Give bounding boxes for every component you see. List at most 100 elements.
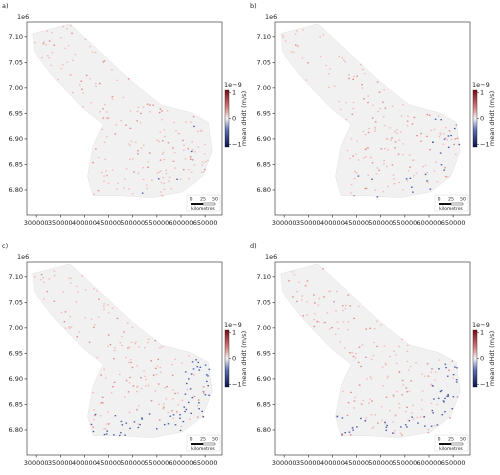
dhdt-speckle bbox=[154, 390, 157, 392]
dhdt-speckle bbox=[137, 153, 139, 155]
dhdt-speckle bbox=[187, 148, 190, 150]
dhdt-speckle bbox=[159, 159, 162, 161]
dhdt-speckle bbox=[364, 356, 367, 358]
dhdt-speckle bbox=[317, 304, 320, 306]
dhdt-speckle bbox=[46, 30, 49, 32]
dhdt-speckle bbox=[386, 138, 389, 140]
dhdt-speckle bbox=[419, 416, 422, 418]
dhdt-speckle bbox=[193, 125, 195, 128]
x-tick-label: 650000 bbox=[441, 459, 466, 467]
dhdt-speckle bbox=[60, 37, 62, 39]
dhdt-speckle bbox=[139, 122, 142, 124]
dhdt-speckle bbox=[422, 166, 424, 168]
dhdt-speckle bbox=[370, 414, 373, 416]
scalebar-unit: kilometres bbox=[439, 446, 463, 452]
dhdt-speckle bbox=[294, 33, 297, 35]
dhdt-speckle bbox=[125, 379, 128, 382]
dhdt-speckle bbox=[66, 61, 69, 63]
dhdt-speckle bbox=[282, 34, 284, 37]
dhdt-speckle bbox=[150, 400, 153, 402]
dhdt-speckle bbox=[196, 366, 199, 368]
dhdt-speckle bbox=[50, 64, 52, 67]
dhdt-speckle bbox=[78, 84, 81, 86]
dhdt-speckle bbox=[385, 364, 387, 366]
dhdt-speckle bbox=[166, 385, 168, 388]
scalebar-unit: kilometres bbox=[439, 206, 463, 212]
dhdt-speckle bbox=[361, 69, 364, 71]
dhdt-speckle bbox=[360, 417, 362, 420]
dhdt-speckle bbox=[387, 375, 390, 377]
colorbar-offset-label: 1e−9 bbox=[472, 321, 490, 329]
dhdt-speckle bbox=[181, 399, 184, 402]
dhdt-speckle bbox=[120, 120, 122, 122]
dhdt-speckle bbox=[204, 364, 207, 366]
dhdt-speckle bbox=[376, 196, 379, 198]
colorbar-offset-label: 1e−9 bbox=[224, 321, 242, 329]
dhdt-speckle bbox=[77, 291, 79, 293]
dhdt-speckle bbox=[108, 423, 110, 425]
dhdt-speckle bbox=[369, 398, 371, 400]
colorbar bbox=[472, 329, 478, 388]
dhdt-speckle bbox=[90, 102, 92, 104]
dhdt-speckle bbox=[356, 75, 359, 77]
y-tick-label: 7.05 bbox=[9, 58, 23, 66]
dhdt-speckle bbox=[111, 69, 113, 71]
dhdt-speckle bbox=[357, 361, 360, 364]
dhdt-speckle bbox=[161, 140, 164, 142]
dhdt-speckle bbox=[101, 128, 104, 130]
dhdt-speckle bbox=[324, 321, 326, 324]
dhdt-speckle bbox=[412, 175, 415, 177]
dhdt-speckle bbox=[160, 181, 163, 184]
dhdt-speckle bbox=[132, 385, 135, 387]
dhdt-speckle bbox=[182, 139, 184, 142]
dhdt-speckle bbox=[333, 301, 335, 303]
dhdt-speckle bbox=[393, 429, 396, 432]
dhdt-speckle bbox=[385, 426, 388, 428]
dhdt-speckle bbox=[140, 377, 142, 379]
dhdt-speckle bbox=[405, 178, 408, 180]
dhdt-speckle bbox=[411, 416, 413, 418]
dhdt-speckle bbox=[384, 107, 387, 109]
dhdt-speckle bbox=[369, 156, 372, 159]
map-panel: 300000 350000 400000 450000 500000 550000 6000… bbox=[250, 242, 496, 467]
dhdt-speckle bbox=[162, 403, 165, 405]
dhdt-speckle bbox=[438, 368, 440, 370]
dhdt-speckle bbox=[364, 420, 367, 422]
dhdt-speckle bbox=[369, 327, 371, 329]
dhdt-speckle bbox=[424, 173, 427, 176]
scalebar-label: 0 bbox=[438, 197, 441, 203]
dhdt-speckle bbox=[162, 151, 165, 154]
dhdt-speckle bbox=[352, 429, 354, 431]
colorbar-tick-label: 1 bbox=[480, 89, 484, 97]
dhdt-speckle bbox=[397, 153, 400, 155]
dhdt-speckle bbox=[420, 140, 422, 142]
dhdt-speckle bbox=[342, 309, 344, 312]
dhdt-speckle bbox=[438, 359, 441, 361]
dhdt-speckle bbox=[72, 59, 74, 62]
dhdt-speckle bbox=[328, 290, 330, 292]
dhdt-speckle bbox=[430, 425, 433, 427]
dhdt-speckle bbox=[411, 186, 413, 188]
scalebar-label: 0 bbox=[190, 197, 193, 203]
dhdt-speckle bbox=[136, 110, 139, 113]
dhdt-speckle bbox=[369, 376, 372, 378]
dhdt-speckle bbox=[190, 412, 192, 415]
dhdt-speckle bbox=[107, 334, 110, 336]
dhdt-speckle bbox=[89, 78, 92, 80]
dhdt-speckle bbox=[204, 160, 207, 163]
dhdt-speckle bbox=[161, 346, 164, 348]
dhdt-speckle bbox=[402, 153, 404, 156]
dhdt-speckle bbox=[97, 190, 100, 192]
dhdt-speckle bbox=[398, 371, 401, 373]
dhdt-speckle bbox=[70, 25, 72, 27]
dhdt-speckle bbox=[401, 379, 404, 382]
dhdt-speckle bbox=[176, 392, 179, 394]
dhdt-speckle bbox=[129, 144, 131, 146]
dhdt-speckle bbox=[353, 400, 356, 402]
y-tick-label: 6.85 bbox=[257, 160, 271, 168]
dhdt-speckle bbox=[329, 290, 332, 292]
axes-frame bbox=[274, 21, 471, 216]
dhdt-speckle bbox=[207, 385, 210, 387]
dhdt-speckle bbox=[353, 177, 356, 180]
dhdt-speckle bbox=[34, 276, 36, 278]
